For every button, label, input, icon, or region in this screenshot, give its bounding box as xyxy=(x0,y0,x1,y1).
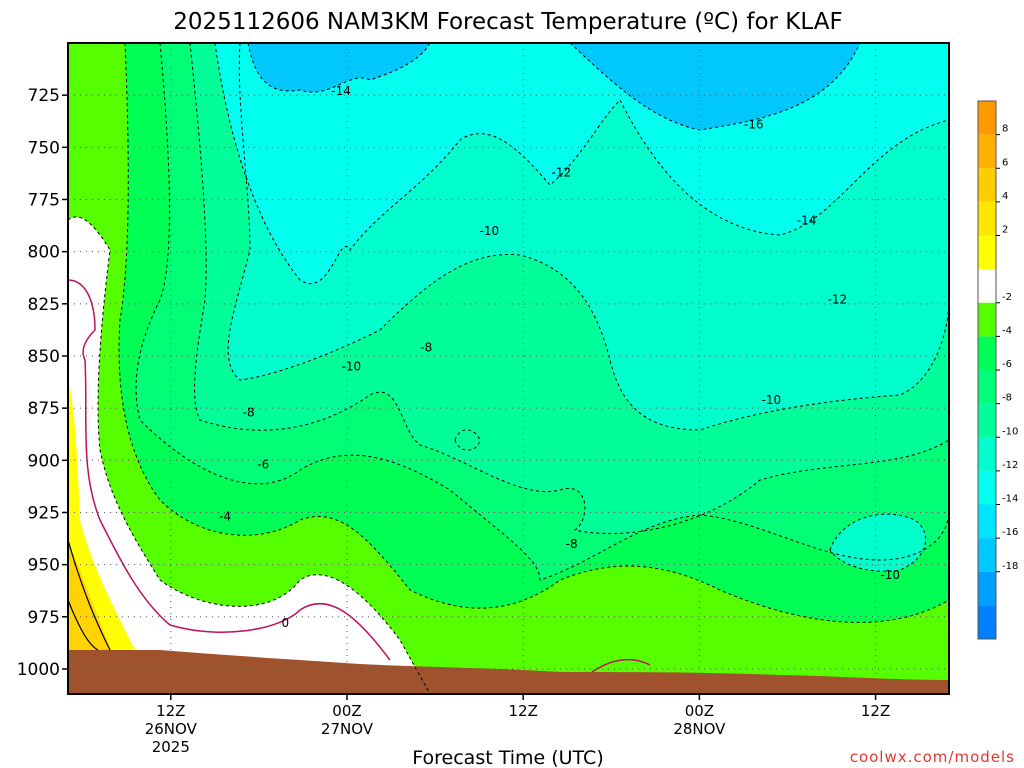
region-low-cold-pocket xyxy=(830,514,926,572)
y-tick-label: 950 xyxy=(28,556,60,576)
y-tick-label: 1000 xyxy=(17,660,60,680)
x-tick-label: 2025 xyxy=(152,738,190,756)
y-tick-label: 875 xyxy=(28,399,60,419)
contour-label: -8 xyxy=(243,405,255,419)
contour-label: -10 xyxy=(480,224,500,238)
contour-label: -12 xyxy=(552,165,572,179)
colorbar: 8 6 4 2 -2 -4 -6 -8 -10 -12 -14 -16 -18 xyxy=(977,100,1018,640)
credit-text: coolwx.com/models xyxy=(850,748,1015,766)
colorbar-bin xyxy=(978,437,996,471)
y-axis: 725 750 775 800 825 850 875 900 925 950 975 1000 xyxy=(17,86,68,680)
x-tick-label: 12Z xyxy=(861,702,890,720)
x-tick-label: 27NOV xyxy=(321,720,374,738)
colorbar-label: -10 xyxy=(1002,426,1018,437)
contour-label: -6 xyxy=(257,457,269,471)
y-tick-label: 750 xyxy=(28,138,60,158)
colorbar-bin xyxy=(978,269,996,303)
colorbar-bin xyxy=(978,605,996,639)
contour-neg4 xyxy=(118,43,949,623)
contour-pos4 xyxy=(68,599,99,651)
colorbar-bin xyxy=(978,302,996,337)
contour-lines xyxy=(68,43,949,694)
contour-label: -10 xyxy=(762,393,782,407)
contour-0c xyxy=(68,279,391,661)
colorbar-label: -8 xyxy=(1002,393,1012,404)
x-tick-label: 28NOV xyxy=(673,720,726,738)
contour-label: -10 xyxy=(880,568,900,582)
colorbar-label: -4 xyxy=(1002,325,1012,336)
y-tick-label: 900 xyxy=(28,451,60,471)
plot-frame xyxy=(67,42,950,695)
colorbar-label: 6 xyxy=(1002,157,1008,168)
colorbar-label: -14 xyxy=(1002,494,1018,505)
contour-labels: -14 -16 -12 -14 -10 -12 -8 -10 -10 -8 -6 -8 -4 -10 0 xyxy=(219,84,900,630)
contour-label: -10 xyxy=(342,359,362,373)
colorbar-label: -2 xyxy=(1002,292,1012,303)
contour-neg10 xyxy=(227,43,949,431)
x-tick-label: 00Z xyxy=(685,702,714,720)
colorbar-bin xyxy=(978,571,996,606)
contour-neg12 xyxy=(214,43,949,284)
y-tick-label: 925 xyxy=(28,503,60,523)
contour-neg14 xyxy=(247,43,861,131)
colorbar-label: -16 xyxy=(1002,527,1018,538)
colorbar-label: -18 xyxy=(1002,561,1018,572)
warm-contours xyxy=(68,539,111,651)
contour-label: -14 xyxy=(797,213,817,227)
contour-label: -14 xyxy=(331,84,351,98)
colorbar-bin xyxy=(978,168,996,202)
colorbar-bin xyxy=(978,403,996,438)
contour-pos2 xyxy=(68,539,111,651)
colorbar-bin xyxy=(978,235,996,270)
gridlines xyxy=(68,43,949,694)
colorbar-bin xyxy=(978,336,996,370)
contour-label: -16 xyxy=(744,117,764,131)
colorbar-bin xyxy=(978,370,996,404)
colorbar-label: -12 xyxy=(1002,460,1018,471)
colorbar-bin xyxy=(978,538,996,572)
y-tick-label: 800 xyxy=(28,243,60,263)
x-tick-label: 12Z xyxy=(156,702,185,720)
y-tick-label: 850 xyxy=(28,347,60,367)
region-upper-coldest xyxy=(248,43,860,130)
contour-label: -8 xyxy=(420,341,432,355)
x-tick-label: 00Z xyxy=(332,702,361,720)
y-tick-label: 725 xyxy=(28,86,60,106)
contour-label: -4 xyxy=(219,510,231,524)
x-axis-label: Forecast Time (UTC) xyxy=(412,747,603,768)
y-tick-label: 775 xyxy=(28,190,60,210)
chart-title: 2025112606 NAM3KM Forecast Temperature (… xyxy=(173,9,842,35)
x-tick-label: 12Z xyxy=(508,702,537,720)
contour-fields: -14 -16 -12 -14 -10 -12 -8 -10 -10 -8 -6 -8 -4 -10 0 xyxy=(68,43,949,694)
y-tick-label: 825 xyxy=(28,295,60,315)
x-tick-label: 26NOV xyxy=(145,720,198,738)
colorbar-bin xyxy=(978,201,996,236)
contour-neg6 xyxy=(135,43,949,581)
contour-label: -8 xyxy=(566,537,578,551)
colorbar-bin xyxy=(978,470,996,505)
colorbar-label: 8 xyxy=(1002,124,1008,135)
contour-label: -12 xyxy=(828,293,848,307)
contour-neg10-pocket xyxy=(829,513,927,572)
region-terrain xyxy=(68,650,949,694)
freezing-contours xyxy=(68,279,651,673)
y-tick-label: 975 xyxy=(28,608,60,628)
colorbar-label: -6 xyxy=(1002,359,1012,370)
colorbar-label: 2 xyxy=(1002,225,1008,236)
contour-0c-pocket xyxy=(591,658,651,673)
contour-neg8 xyxy=(189,43,949,534)
region-neg4-to-neg2 xyxy=(68,43,949,694)
colorbar-bin xyxy=(978,504,996,539)
colorbar-bin xyxy=(978,101,996,135)
contour-label: 0 xyxy=(281,616,289,630)
colorbar-bin xyxy=(978,134,996,169)
colorbar-label: 4 xyxy=(1002,191,1008,202)
